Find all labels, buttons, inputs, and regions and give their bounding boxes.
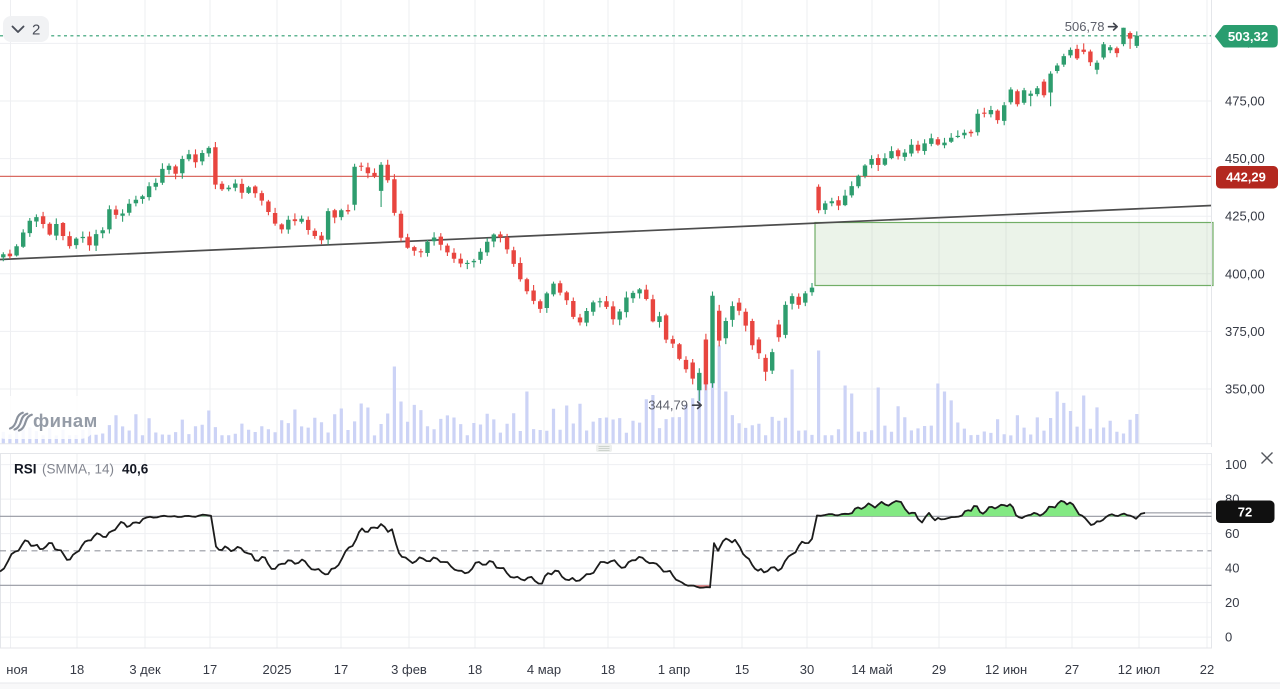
svg-text:14 май: 14 май [851, 662, 893, 677]
svg-text:3 дек: 3 дек [129, 662, 161, 677]
svg-text:17: 17 [334, 662, 348, 677]
svg-text:400,00: 400,00 [1225, 266, 1265, 281]
svg-text:72: 72 [1238, 505, 1252, 520]
svg-text:506,78: 506,78 [1065, 19, 1105, 34]
svg-text:375,00: 375,00 [1225, 324, 1265, 339]
svg-text:4 мар: 4 мар [527, 662, 561, 677]
svg-text:60: 60 [1225, 526, 1239, 541]
svg-text:0: 0 [1225, 630, 1232, 645]
svg-text:475,00: 475,00 [1225, 94, 1265, 109]
svg-text:40,6: 40,6 [122, 462, 149, 477]
svg-text:350,00: 350,00 [1225, 382, 1265, 397]
svg-text:18: 18 [468, 662, 482, 677]
svg-text:503,32: 503,32 [1228, 29, 1268, 44]
svg-text:18: 18 [601, 662, 615, 677]
svg-text:30: 30 [800, 662, 814, 677]
svg-text:18: 18 [70, 662, 84, 677]
svg-text:344,79: 344,79 [648, 398, 688, 413]
svg-text:финам: финам [33, 410, 98, 431]
svg-text:22: 22 [1200, 662, 1214, 677]
svg-text:29: 29 [932, 662, 946, 677]
svg-text:27: 27 [1065, 662, 1079, 677]
svg-text:3 фев: 3 фев [391, 662, 427, 677]
svg-text:ноя: ноя [6, 662, 27, 677]
svg-text:17: 17 [203, 662, 217, 677]
svg-text:12 июн: 12 июн [985, 662, 1027, 677]
svg-text:1 апр: 1 апр [658, 662, 690, 677]
svg-text:450,00: 450,00 [1225, 151, 1265, 166]
svg-text:2: 2 [32, 22, 40, 39]
svg-text:100: 100 [1225, 457, 1247, 472]
svg-text:2025: 2025 [263, 662, 292, 677]
svg-text:15: 15 [735, 662, 749, 677]
svg-text:RSI: RSI [14, 462, 37, 477]
svg-text:(SMMA, 14): (SMMA, 14) [42, 462, 114, 477]
svg-text:40: 40 [1225, 561, 1239, 576]
svg-text:425,00: 425,00 [1225, 209, 1265, 224]
svg-text:20: 20 [1225, 595, 1239, 610]
svg-text:442,29: 442,29 [1226, 170, 1266, 185]
svg-text:12 июл: 12 июл [1118, 662, 1160, 677]
